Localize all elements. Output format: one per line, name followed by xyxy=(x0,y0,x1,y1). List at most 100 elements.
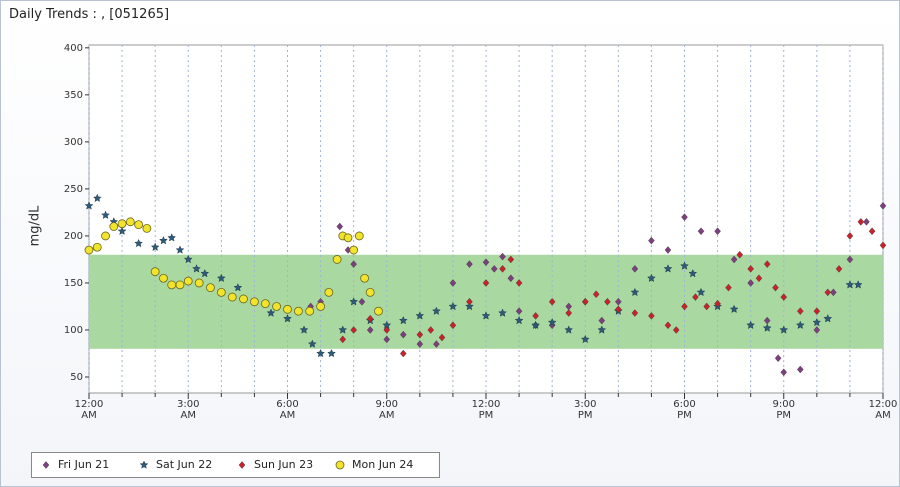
data-point xyxy=(696,287,706,297)
data-point xyxy=(299,325,309,334)
data-point xyxy=(763,260,771,268)
data-point xyxy=(400,330,407,339)
data-point xyxy=(714,227,721,236)
data-point xyxy=(565,309,572,317)
data-point xyxy=(631,309,639,317)
data-point xyxy=(813,326,821,334)
data-point xyxy=(499,252,506,261)
data-point xyxy=(747,279,754,287)
data-point xyxy=(548,297,556,306)
data-point xyxy=(672,326,680,334)
data-point xyxy=(531,320,541,330)
data-point xyxy=(227,292,237,302)
data-point xyxy=(134,220,144,230)
data-point xyxy=(846,255,854,264)
data-point xyxy=(823,314,833,323)
data-point xyxy=(498,308,507,317)
data-point xyxy=(491,265,498,273)
data-point xyxy=(703,302,710,311)
y-tick-label: 50 xyxy=(70,372,83,383)
data-point xyxy=(692,293,699,301)
data-point xyxy=(746,320,756,330)
data-point xyxy=(772,283,779,292)
data-point xyxy=(845,280,855,289)
legend-marker xyxy=(238,461,246,469)
data-point xyxy=(324,287,334,297)
data-point xyxy=(294,306,303,316)
legend: Fri Jun 21 Sat Jun 22 Sun Jun 23 Mon Jun 24 xyxy=(31,452,440,478)
data-point xyxy=(824,288,832,297)
data-point xyxy=(327,348,336,358)
y-tick-label: 250 xyxy=(64,184,83,195)
data-point xyxy=(360,273,369,283)
data-point xyxy=(336,222,344,231)
data-point xyxy=(134,238,144,248)
data-point xyxy=(482,258,490,267)
data-point xyxy=(339,335,347,344)
data-point xyxy=(797,307,804,315)
data-point xyxy=(646,273,656,283)
data-point xyxy=(305,306,315,316)
data-point xyxy=(448,301,458,311)
data-point xyxy=(507,255,515,264)
data-point xyxy=(648,312,655,320)
data-point xyxy=(615,305,622,314)
data-point xyxy=(868,227,876,236)
data-point xyxy=(515,307,523,315)
data-point xyxy=(532,312,539,320)
legend-label: Sun Jun 23 xyxy=(254,458,314,471)
x-tick-label: 12:00 AM xyxy=(74,399,104,421)
data-point xyxy=(167,233,177,242)
data-point xyxy=(192,264,201,273)
data-point xyxy=(183,254,193,264)
data-point xyxy=(515,279,523,287)
y-tick-label: 400 xyxy=(64,43,83,54)
data-point xyxy=(853,280,863,289)
data-point xyxy=(175,280,185,290)
data-point xyxy=(283,314,292,323)
data-point xyxy=(598,316,606,325)
data-point xyxy=(332,255,342,264)
data-point xyxy=(604,297,611,306)
data-point xyxy=(631,265,639,273)
data-point xyxy=(755,274,763,283)
y-axis-label: mg/dL xyxy=(28,205,43,247)
data-point xyxy=(101,210,110,220)
data-point xyxy=(514,315,524,325)
data-point xyxy=(101,231,110,241)
data-point xyxy=(681,302,688,311)
x-tick-label: 6:00 AM xyxy=(276,399,299,421)
legend-icons xyxy=(42,460,345,470)
data-point xyxy=(365,287,375,297)
data-point xyxy=(272,302,281,311)
data-point xyxy=(366,314,374,323)
data-point xyxy=(630,287,640,297)
legend-marker xyxy=(139,460,149,469)
data-point xyxy=(283,304,292,314)
data-point xyxy=(216,287,226,297)
data-point xyxy=(349,297,359,306)
data-point xyxy=(354,231,364,241)
data-point xyxy=(481,311,491,320)
data-point xyxy=(150,242,160,252)
data-point xyxy=(879,202,887,210)
data-point xyxy=(680,261,689,270)
data-point xyxy=(664,321,672,330)
data-point xyxy=(697,227,705,236)
data-point xyxy=(158,235,168,245)
data-point xyxy=(547,317,557,327)
data-point xyxy=(416,340,424,348)
data-point xyxy=(774,354,782,363)
data-point xyxy=(664,246,672,254)
data-point xyxy=(597,325,607,334)
x-tick-label: 3:00 PM xyxy=(574,399,597,421)
data-point xyxy=(681,213,688,221)
data-point xyxy=(780,368,788,377)
data-point xyxy=(84,245,94,255)
data-point xyxy=(206,283,215,293)
data-point xyxy=(260,299,270,309)
data-point xyxy=(431,306,441,315)
data-point xyxy=(747,265,754,273)
data-point xyxy=(200,268,210,278)
